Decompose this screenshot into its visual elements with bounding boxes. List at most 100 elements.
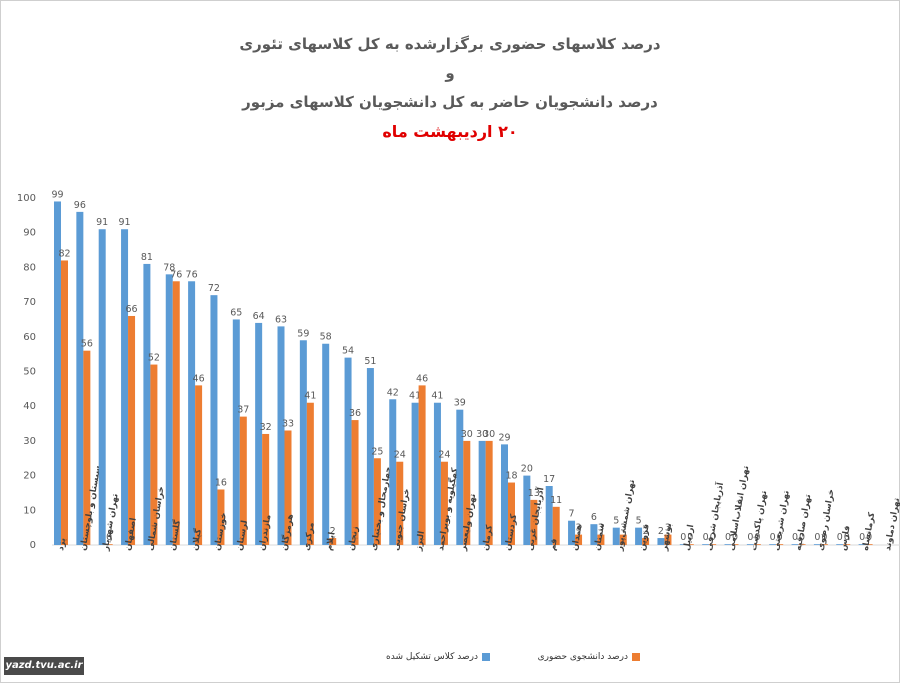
category-label: همدان: [570, 523, 584, 551]
bar-classes: [702, 544, 710, 545]
bar-students: [150, 364, 158, 545]
data-label-students: 3: [598, 523, 604, 534]
bar-classes: [478, 440, 486, 545]
data-label-classes: 0: [814, 532, 820, 543]
legend-item-students: درصد دانشجوی حضوری: [538, 652, 640, 662]
legend-swatch-classes: [482, 652, 490, 661]
bar-students: [284, 430, 292, 545]
data-label-classes: 65: [230, 307, 242, 318]
legend-item-classes: درصد کلاس تشکیل شده: [386, 652, 490, 662]
data-label-classes: 0: [837, 532, 843, 543]
data-label-classes: 78: [163, 262, 175, 273]
bar-classes: [836, 544, 844, 545]
data-label-classes: 76: [186, 269, 198, 280]
bar-students: [575, 534, 583, 545]
data-label-students: 41: [304, 391, 316, 402]
data-label-students: 24: [394, 450, 406, 461]
data-label-classes: 81: [141, 252, 153, 263]
category-label: زنجان: [347, 525, 361, 551]
data-label-students: 0: [777, 532, 783, 543]
bar-classes: [813, 544, 821, 545]
bar-classes: [322, 343, 330, 545]
bar-students: [709, 544, 717, 545]
bar-classes: [433, 402, 441, 545]
data-label-classes: 51: [364, 356, 376, 367]
y-tick-label: 50: [23, 367, 36, 378]
category-label: قم: [548, 538, 560, 552]
bar-students: [105, 544, 113, 545]
data-label-students: 0: [754, 532, 760, 543]
bar-classes: [389, 399, 397, 545]
category-label: کرمان: [481, 524, 495, 551]
data-label-students: 24: [438, 450, 450, 461]
data-label-classes: 0: [725, 532, 731, 543]
category-label: تهران شریعتی: [771, 490, 791, 552]
data-label-classes: 58: [320, 332, 332, 343]
bar-classes: [188, 281, 196, 545]
bar-students: [463, 440, 471, 545]
category-label: اردبیل: [682, 524, 696, 552]
data-label-students: 25: [371, 446, 383, 457]
y-tick-label: 30: [23, 436, 36, 447]
data-label-classes: 0: [703, 532, 709, 543]
chart-title-line1: درصد کلاسهای حضوری برگزارشده به کل کلاسه…: [239, 35, 661, 53]
category-label: یزد: [56, 537, 68, 551]
data-label-classes: 59: [297, 328, 309, 339]
data-label-classes: 41: [409, 391, 421, 402]
data-label-classes: 7: [569, 509, 575, 520]
bar-students: [373, 458, 381, 545]
data-label-students: 30: [483, 429, 495, 440]
data-label-classes: 30: [476, 429, 488, 440]
category-label: گلستان: [167, 519, 183, 551]
data-label-students: 66: [126, 304, 138, 315]
data-label-classes: 0: [770, 532, 776, 543]
data-label-classes: 42: [387, 387, 399, 398]
bar-classes: [568, 520, 576, 545]
data-label-students: 46: [416, 373, 428, 384]
data-label-classes: 96: [74, 200, 86, 211]
data-label-students: 2: [643, 526, 649, 537]
bar-students: [418, 385, 426, 545]
data-label-students: 11: [550, 495, 562, 506]
bar-students: [508, 482, 515, 545]
category-label: سمنان: [593, 522, 608, 551]
data-label-classes: 0: [747, 532, 753, 543]
bar-students: [61, 260, 68, 545]
bar-classes: [679, 544, 687, 545]
bar-classes: [98, 229, 106, 546]
data-label-classes: 41: [431, 391, 443, 402]
bar-classes: [277, 326, 285, 545]
bar-students: [597, 534, 605, 545]
data-label-students: 0: [799, 532, 805, 543]
y-tick-label: 70: [23, 297, 36, 308]
data-label-students: 0: [821, 532, 827, 543]
data-label-classes: 72: [208, 283, 220, 294]
bar-students: [820, 544, 828, 545]
site-watermark: yazd.tvu.ac.ir: [4, 657, 84, 675]
y-tick-label: 20: [23, 471, 36, 482]
bar-students: [172, 281, 180, 545]
data-label-classes: 0: [792, 532, 798, 543]
data-label-classes: 39: [454, 398, 466, 409]
data-label-students: 46: [193, 373, 205, 384]
category-label: خراسان رضوی: [816, 488, 837, 551]
bar-classes: [657, 538, 665, 545]
bar-classes: [769, 544, 777, 545]
chart-titles: درصد کلاسهای حضوری برگزارشده به کل کلاسه…: [0, 30, 900, 146]
y-tick-label: 100: [17, 193, 36, 204]
bar-classes: [590, 524, 598, 545]
y-tick-label: 60: [23, 332, 36, 343]
bar-students: [239, 416, 247, 545]
data-label-classes: 91: [96, 217, 108, 228]
data-label-classes: 99: [51, 189, 63, 200]
data-label-students: 33: [282, 418, 294, 429]
data-label-classes: 0: [859, 532, 865, 543]
bar-students: [128, 315, 136, 545]
category-label: آذربایجان شرقی: [702, 480, 726, 551]
bar-students: [306, 402, 314, 545]
category-label: کرمانشاه: [861, 512, 878, 552]
data-label-classes: 5: [613, 516, 619, 527]
bar-students: [686, 544, 694, 545]
bar-students: [776, 544, 784, 545]
